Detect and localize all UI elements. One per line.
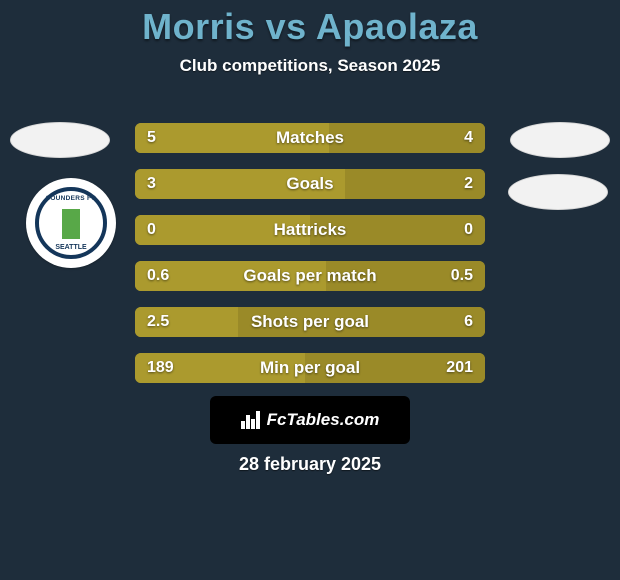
club-badge-circle: SOUNDERS FC SEATTLE <box>26 178 116 268</box>
stat-value-right: 6 <box>464 313 473 331</box>
brand-badge[interactable]: FcTables.com <box>210 396 410 444</box>
player-right-avatar-placeholder <box>510 122 610 158</box>
stat-row: Goals3 2 <box>135 169 485 199</box>
stat-value-right: 0.5 <box>451 267 473 285</box>
stat-label: Hattricks <box>135 220 485 240</box>
stat-row: Hattricks0 0 <box>135 215 485 245</box>
stat-row: Matches5 4 <box>135 123 485 153</box>
subtitle: Club competitions, Season 2025 <box>0 56 620 76</box>
club-badge-text-bottom: SEATTLE <box>39 244 103 251</box>
stat-value-left: 5 <box>147 129 156 147</box>
stat-row: Goals per match0.6 0.5 <box>135 261 485 291</box>
chart-icon-bar <box>246 415 250 429</box>
club-badge-inner: SOUNDERS FC SEATTLE <box>35 187 107 259</box>
stat-label: Goals per match <box>135 266 485 286</box>
page-title: Morris vs Apaolaza <box>0 0 620 48</box>
stat-value-left: 0 <box>147 221 156 239</box>
club-badge-stripe <box>62 209 80 239</box>
stat-row: Shots per goal2.5 6 <box>135 307 485 337</box>
comparison-card: Morris vs Apaolaza Club competitions, Se… <box>0 0 620 580</box>
chart-icon-bar <box>241 421 245 429</box>
stat-label: Goals <box>135 174 485 194</box>
stat-label: Shots per goal <box>135 312 485 332</box>
stat-value-right: 2 <box>464 175 473 193</box>
bar-chart-icon <box>241 411 261 429</box>
chart-icon-bar <box>256 411 260 429</box>
stat-value-right: 201 <box>446 359 473 377</box>
stat-label: Min per goal <box>135 358 485 378</box>
brand-label: FcTables.com <box>267 410 380 430</box>
club-right-badge-placeholder <box>508 174 608 210</box>
date-label: 28 february 2025 <box>0 454 620 475</box>
club-left-badge: SOUNDERS FC SEATTLE <box>26 178 116 268</box>
comparison-rows: Matches5 4 Goals3 2 Hattricks0 0 Goals per mat… <box>135 123 485 399</box>
stat-value-left: 189 <box>147 359 174 377</box>
player-left-avatar-placeholder <box>10 122 110 158</box>
chart-icon-bar <box>251 419 255 429</box>
stat-value-right: 4 <box>464 129 473 147</box>
stat-value-right: 0 <box>464 221 473 239</box>
stat-value-left: 2.5 <box>147 313 169 331</box>
stat-label: Matches <box>135 128 485 148</box>
stat-value-left: 0.6 <box>147 267 169 285</box>
club-badge-text-top: SOUNDERS FC <box>39 195 103 202</box>
stat-value-left: 3 <box>147 175 156 193</box>
stat-row: Min per goal189 201 <box>135 353 485 383</box>
